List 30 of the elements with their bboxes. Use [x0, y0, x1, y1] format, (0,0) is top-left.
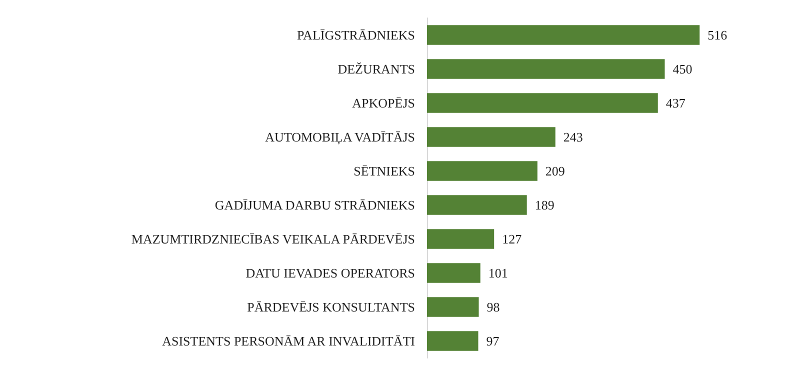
bar — [427, 93, 658, 113]
data-label: 437 — [666, 96, 686, 110]
bar — [427, 195, 527, 215]
bar — [427, 161, 538, 181]
y-tick-label: PALĪGSTRĀDNIEKS — [297, 28, 415, 42]
data-label: 450 — [672, 62, 692, 76]
data-label: 243 — [563, 130, 583, 144]
bar — [427, 297, 479, 317]
bar — [427, 127, 556, 147]
y-tick-label: APKOPĒJS — [352, 96, 415, 110]
bar — [427, 229, 494, 249]
bar — [427, 263, 480, 283]
data-label: 516 — [708, 28, 728, 42]
y-tick-label: GADĪJUMA DARBU STRĀDNIEKS — [214, 198, 415, 212]
bar — [427, 331, 478, 351]
y-tick-label: SĒTNIEKS — [354, 164, 415, 178]
data-label: 127 — [502, 232, 522, 246]
data-label: 97 — [486, 334, 500, 348]
data-label: 101 — [488, 266, 508, 280]
y-tick-label: MAZUMTIRDZNIECĪBAS VEIKALA PĀRDEVĒJS — [131, 232, 415, 246]
y-tick-label: DATU IEVADES OPERATORS — [246, 266, 415, 280]
y-tick-label: DEŽURANTS — [338, 62, 415, 76]
data-label: 98 — [486, 300, 500, 314]
y-tick-label: AUTOMOBIĻA VADĪTĀJS — [265, 130, 415, 144]
y-tick-label: PĀRDEVĒJS KONSULTANTS — [247, 300, 415, 314]
data-label: 209 — [545, 164, 565, 178]
data-label: 189 — [534, 198, 554, 212]
bar — [427, 59, 665, 79]
bar — [427, 25, 700, 45]
y-tick-label: ASISTENTS PERSONĀM AR INVALIDITĀTI — [162, 334, 415, 348]
